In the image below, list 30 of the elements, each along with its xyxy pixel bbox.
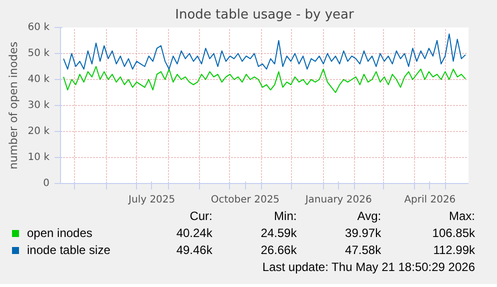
text: 49.46k [175,242,214,260]
x-tick-label: October 2025 [210,194,280,206]
y-tick-label: 10 k [28,152,50,163]
x-tick-label: July 2025 [128,194,176,206]
text: 26.66k [260,242,298,260]
y-tick-label: 30 k [28,100,50,111]
y-tick-label: 20 k [28,126,50,137]
y-tick-label: 40 k [28,74,50,85]
text: Max: [448,208,476,225]
chart-title: Inode table usage - by year [175,8,355,22]
text: Cur: [188,208,214,225]
text: 40.24k [175,225,214,242]
y-tick-label: 0 [43,178,50,189]
line-series [63,34,466,70]
text: 39.97k [344,225,382,242]
y-tick-label: 50 k [28,48,50,59]
x-tick-label: April 2026 [404,194,456,206]
text: 24.59k [260,225,298,242]
legend-label: inode table size [26,242,112,260]
text: 112.99k [432,242,476,260]
y-tick-label: 60 k [28,22,50,33]
x-tick-label: January 2026 [304,194,372,206]
text: Min: [273,208,298,225]
text: 47.58k [344,242,382,260]
text: Last update: Thu May 21 18:50:29 2026 [261,259,476,276]
legend-label: open inodes [26,225,94,242]
line-series [63,66,466,93]
y-axis-title: number of open inodes [6,41,20,170]
text: Avg: [356,208,382,225]
text: 106.85k [431,225,476,242]
